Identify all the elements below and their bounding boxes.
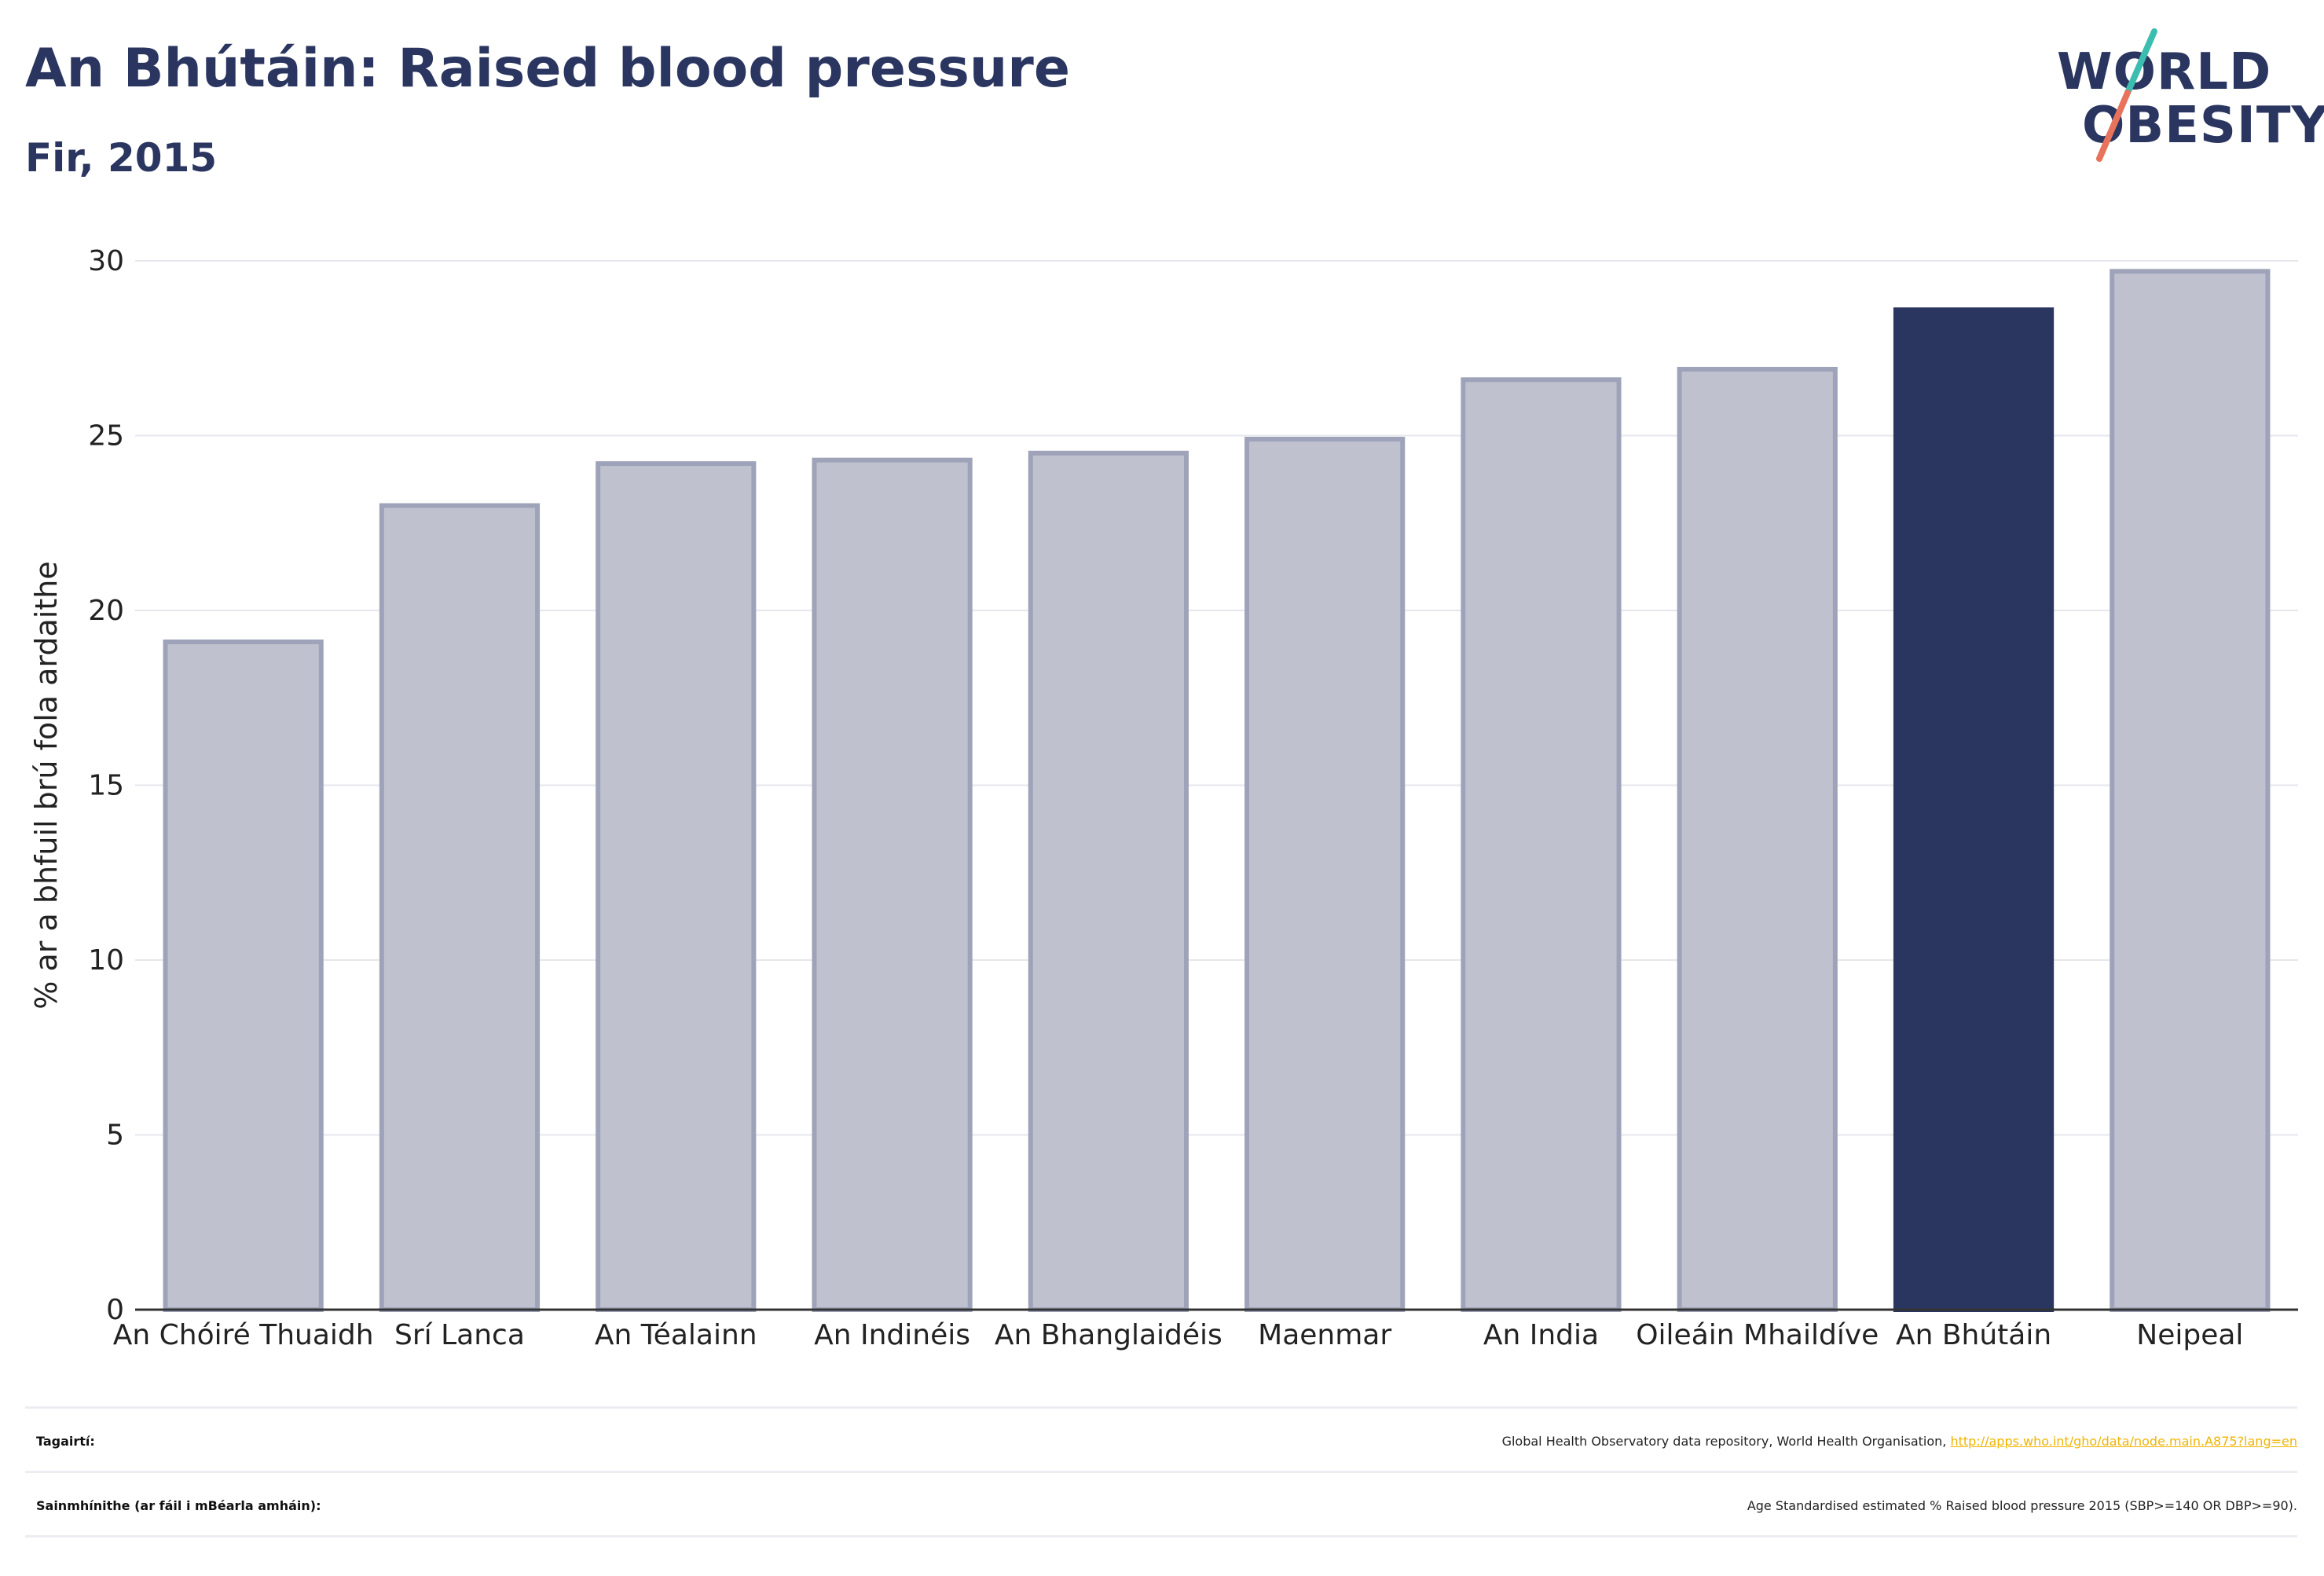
references-label: Tagairtí:: [36, 1433, 95, 1449]
references-row: Tagairtí: Global Health Observatory data…: [25, 1406, 2297, 1473]
y-tick-label: 10: [88, 944, 124, 977]
definitions-row: Sainmhínithe (ar fáil i mBéarla amháin):…: [25, 1471, 2297, 1538]
definitions-label: Sainmhínithe (ar fáil i mBéarla amháin):: [36, 1497, 321, 1513]
bar-6[interactable]: [1461, 377, 1622, 1312]
references-value: Global Health Observatory data repositor…: [1502, 1434, 2297, 1449]
y-tick-label: 0: [106, 1294, 124, 1326]
logo-slash-icon: [2096, 28, 2157, 162]
bar-3[interactable]: [812, 457, 973, 1312]
x-tick-label: Maenmar: [1258, 1319, 1391, 1351]
logo-word-world: WORLD: [2057, 43, 2272, 101]
references-link[interactable]: http://apps.who.int/gho/data/node.main.A…: [1950, 1433, 2297, 1449]
bar-2[interactable]: [596, 461, 757, 1313]
x-tick-label: Neipeal: [2136, 1319, 2243, 1351]
y-tick-label: 25: [88, 420, 124, 453]
references-text: Global Health Observatory data repositor…: [1501, 1433, 1951, 1449]
x-tick-label: An India: [1483, 1319, 1599, 1351]
x-tick-label: An Téalainn: [595, 1319, 757, 1351]
bar-0[interactable]: [163, 640, 324, 1312]
bar-8[interactable]: [1893, 307, 2055, 1312]
x-tick-label: Srí Lanca: [394, 1319, 525, 1351]
bar-9[interactable]: [2110, 269, 2271, 1313]
bar-5[interactable]: [1244, 436, 1406, 1313]
footer-divider: [25, 1535, 2297, 1538]
bar-4[interactable]: [1028, 450, 1189, 1312]
chart-title: An Bhútáin: Raised blood pressure: [25, 38, 1070, 100]
x-tick-label: Oileáin Mhaildíve: [1636, 1319, 1879, 1351]
y-tick-label: 15: [88, 770, 124, 802]
x-tick-label: An Indinéis: [814, 1319, 970, 1351]
y-tick-label: 20: [88, 595, 124, 627]
y-tick-label: 30: [88, 245, 124, 277]
world-obesity-logo: WORLD OBESITY: [2043, 24, 2324, 173]
bar-7[interactable]: [1677, 366, 1838, 1313]
y-axis-label: % ar a bhfuil brú fola ardaithe: [29, 561, 64, 1009]
y-tick-label: 5: [106, 1120, 124, 1152]
definitions-text: Age Standardised estimated % Raised bloo…: [1747, 1497, 2297, 1513]
bar-1[interactable]: [379, 503, 541, 1312]
x-tick-label: An Chóiré Thuaidh: [113, 1319, 374, 1351]
x-tick-label: An Bhútáin: [1896, 1319, 2051, 1351]
x-tick-label: An Bhanglaidéis: [995, 1319, 1222, 1351]
bar-chart: 0 5 10 15 20 25 30 An Chóiré Thuaidh Srí Lanca An…: [29, 245, 2298, 1351]
chart-subtitle: Fir, 2015: [25, 135, 218, 181]
